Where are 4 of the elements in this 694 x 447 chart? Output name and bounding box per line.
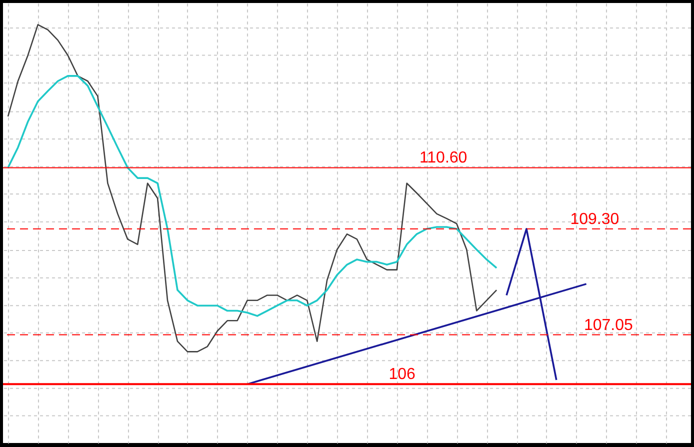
ref-line-label: 110.60 [419,150,468,167]
ref-line-label: 109.30 [570,210,620,228]
ref-line-label: 106 [388,366,416,384]
ref-line-label: 107.05 [584,316,634,334]
